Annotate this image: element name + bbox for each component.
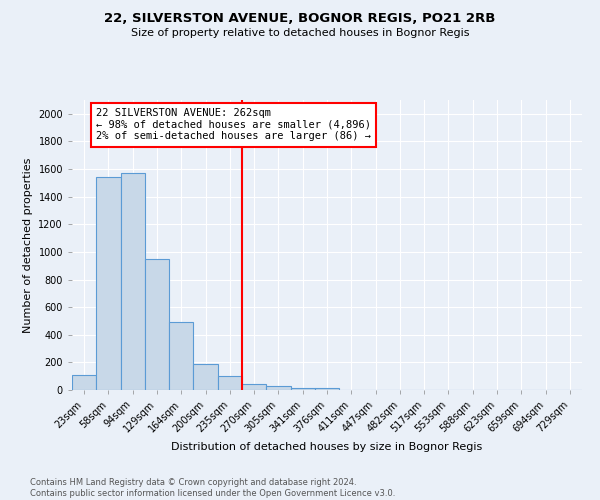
Text: 22, SILVERSTON AVENUE, BOGNOR REGIS, PO21 2RB: 22, SILVERSTON AVENUE, BOGNOR REGIS, PO2…: [104, 12, 496, 26]
Bar: [315, 388, 339, 390]
Text: 22 SILVERSTON AVENUE: 262sqm
← 98% of detached houses are smaller (4,896)
2% of : 22 SILVERSTON AVENUE: 262sqm ← 98% of de…: [96, 108, 371, 142]
Bar: [193, 364, 218, 390]
Bar: [218, 376, 242, 390]
Bar: [290, 388, 315, 390]
Bar: [169, 322, 193, 390]
Bar: [96, 178, 121, 390]
Text: Contains HM Land Registry data © Crown copyright and database right 2024.
Contai: Contains HM Land Registry data © Crown c…: [30, 478, 395, 498]
Bar: [145, 259, 169, 390]
Bar: [121, 173, 145, 390]
Bar: [266, 386, 290, 390]
X-axis label: Distribution of detached houses by size in Bognor Regis: Distribution of detached houses by size …: [172, 442, 482, 452]
Bar: [242, 384, 266, 390]
Text: Size of property relative to detached houses in Bognor Regis: Size of property relative to detached ho…: [131, 28, 469, 38]
Y-axis label: Number of detached properties: Number of detached properties: [23, 158, 33, 332]
Bar: [72, 375, 96, 390]
